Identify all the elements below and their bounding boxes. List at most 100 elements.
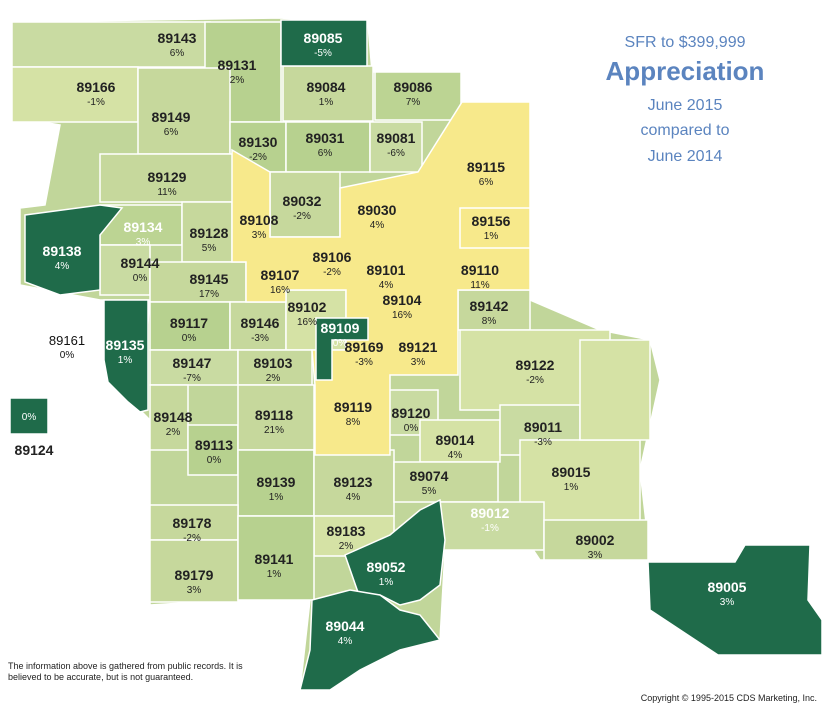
label-89141-zip: 89141: [255, 551, 294, 567]
label-89118-pct: 21%: [264, 425, 284, 436]
label-89086-zip: 89086: [394, 79, 433, 95]
zone-89085: [280, 19, 368, 67]
legend-title: Appreciation: [605, 56, 765, 86]
label-89032-zip: 89032: [283, 193, 322, 209]
label-89002-pct: 3%: [588, 550, 603, 561]
label-89147-pct: -7%: [183, 373, 201, 384]
zone-89084: [282, 65, 374, 122]
zone-89147: [149, 349, 239, 386]
label-89122-zip: 89122: [516, 357, 555, 373]
zone-89129: [99, 153, 236, 203]
label-89147-zip: 89147: [173, 355, 212, 371]
label-89121-pct: 3%: [411, 357, 426, 368]
label-89110-pct: 11%: [470, 280, 489, 291]
zone-89138: [24, 204, 124, 296]
label-89012-zip: 89012: [471, 505, 510, 521]
label-89138-zip: 89138: [43, 243, 82, 259]
label-89115-pct: 6%: [479, 177, 494, 188]
label-89005-pct: 3%: [720, 597, 735, 608]
label-89117-pct: 0%: [182, 333, 197, 344]
label-89031-zip: 89031: [306, 130, 345, 146]
zone-89135: [103, 299, 149, 413]
label-89178-zip: 89178: [173, 515, 212, 531]
label-89030-zip: 89030: [358, 202, 397, 218]
label-89104-zip: 89104: [383, 292, 422, 308]
label-89005-zip: 89005: [708, 579, 747, 595]
label-89131-pct: 2%: [230, 75, 245, 86]
label-89121-zip: 89121: [399, 339, 438, 355]
zone-89074: [393, 461, 499, 503]
label-89109-zip: 89109: [321, 320, 360, 336]
label-89156-zip: 89156: [472, 213, 511, 229]
label-89135-pct: 1%: [118, 355, 133, 366]
label-89146-zip: 89146: [241, 315, 280, 331]
label-89108-pct: 3%: [252, 230, 267, 241]
label-89128-pct: 5%: [202, 243, 217, 254]
label-89143-zip: 89143: [158, 30, 197, 46]
label-89123-pct: 4%: [346, 492, 361, 503]
label-89149-pct: 6%: [164, 127, 179, 138]
label-89178-pct: -2%: [183, 533, 201, 544]
label-89135-zip: 89135: [106, 337, 145, 353]
zone-89124: [9, 397, 49, 435]
label-89148-zip: 89148: [154, 409, 193, 425]
zone-89005: [647, 544, 823, 656]
legend-period-2: June 2014: [647, 148, 723, 165]
zone-89109: [315, 317, 369, 381]
label-89120-zip: 89120: [392, 405, 431, 421]
label-89074-pct: 5%: [422, 486, 437, 497]
label-89148-pct: 2%: [166, 427, 181, 438]
label-89044-pct: 4%: [338, 636, 353, 647]
label-89183-zip: 89183: [327, 523, 366, 539]
label-89031-pct: 6%: [318, 148, 333, 159]
label-89129-pct: 11%: [157, 187, 176, 198]
label-89129-zip: 89129: [148, 169, 187, 185]
label-89144-pct: 0%: [133, 273, 148, 284]
label-89015-pct: 1%: [564, 482, 579, 493]
label-89102-zip: 89102: [288, 299, 327, 315]
label-89015-zip: 89015: [552, 464, 591, 480]
zone-89086: [374, 71, 462, 121]
label-89101-zip: 89101: [367, 262, 406, 278]
zone-89146: [229, 301, 287, 351]
label-89134-zip: 89134: [124, 219, 163, 235]
label-89030-pct: 4%: [370, 220, 385, 231]
label-89120-pct: 0%: [404, 423, 419, 434]
label-89119-zip: 89119: [334, 399, 372, 415]
legend-subtitle: SFR to $399,999: [624, 34, 746, 51]
label-89113-zip: 89113: [195, 437, 233, 453]
label-89103-zip: 89103: [254, 355, 293, 371]
label-89179-zip: 89179: [175, 567, 214, 583]
zone-89012: [439, 501, 545, 551]
label-89002-zip: 89002: [576, 532, 615, 548]
label-89084-pct: 1%: [319, 97, 334, 108]
label-89044-zip: 89044: [326, 618, 365, 634]
label-89141-pct: 1%: [267, 569, 282, 580]
label-89110-zip: 89110: [461, 262, 499, 278]
label-89014-zip: 89014: [436, 432, 475, 448]
zone-89011-east: [579, 339, 651, 441]
label-89109-pct: 0%: [333, 338, 348, 349]
label-89118-zip: 89118: [255, 407, 293, 423]
label-89145-zip: 89145: [190, 271, 229, 287]
zone-89149: [137, 67, 231, 155]
label-89156-pct: 1%: [484, 231, 499, 242]
label-89142-pct: 8%: [482, 316, 497, 327]
zone-89144: [99, 244, 151, 296]
label-89143-pct: 6%: [170, 48, 185, 59]
label-89052-zip: 89052: [367, 559, 406, 575]
label-89052-pct: 1%: [379, 577, 394, 588]
zone-89178: [149, 504, 239, 541]
label-89101-pct: 4%: [379, 280, 394, 291]
label-89115-zip: 89115: [467, 159, 505, 175]
label-89124-pct: 0%: [22, 412, 37, 423]
zone-yellow-central: [231, 101, 531, 456]
label-89081-zip: 89081: [377, 130, 416, 146]
label-89085-pct: -5%: [314, 48, 332, 59]
zone-89179: [149, 539, 239, 603]
label-89161-zip: 89161: [49, 333, 85, 348]
label-89128-zip: 89128: [190, 225, 229, 241]
label-89086-pct: 7%: [406, 97, 421, 108]
label-89131-zip: 89131: [218, 57, 257, 73]
label-89081-pct: -6%: [387, 148, 405, 159]
